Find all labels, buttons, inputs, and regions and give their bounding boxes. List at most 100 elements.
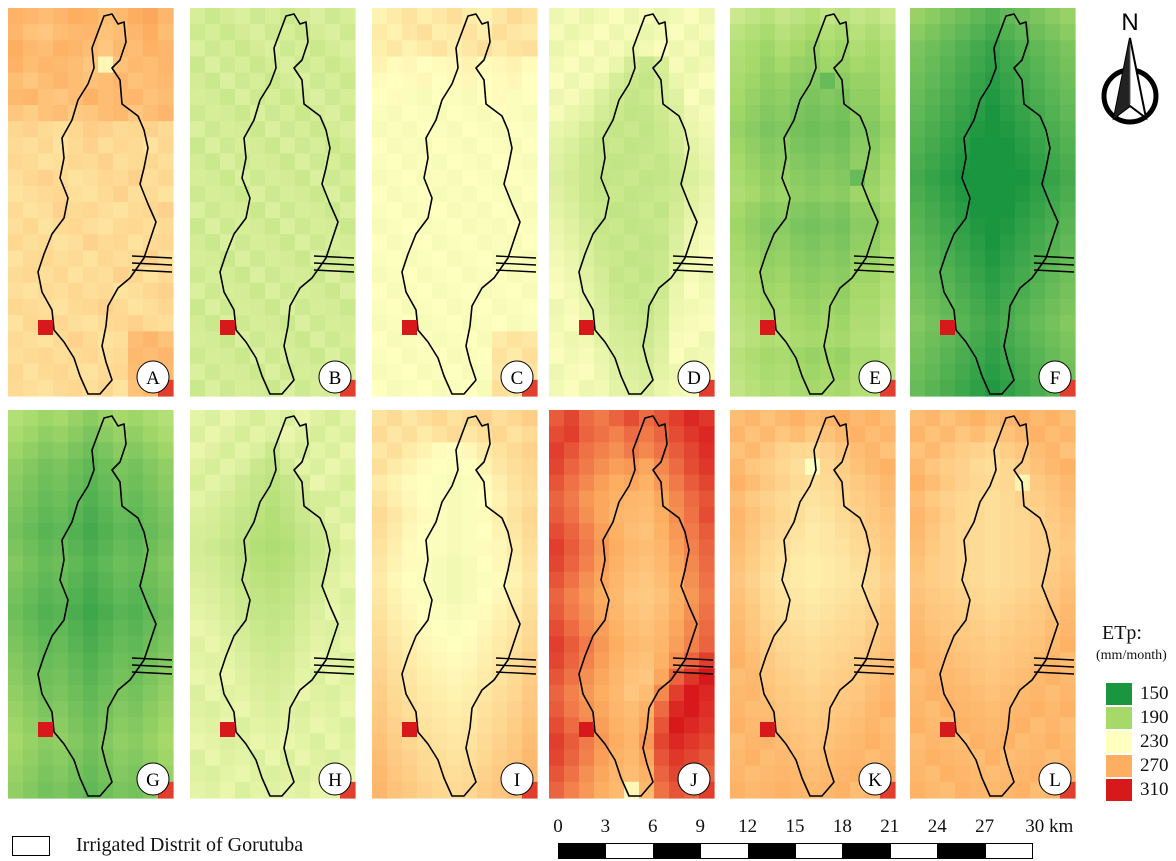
raster-cell <box>507 587 523 605</box>
raster-cell <box>98 410 114 427</box>
raster-cell <box>250 458 266 476</box>
raster-cell <box>564 185 580 203</box>
raster-cell <box>760 507 776 524</box>
raster-cell <box>730 733 746 751</box>
raster-cell <box>880 40 896 58</box>
raster-cell <box>417 749 433 767</box>
raster-cell <box>850 523 866 540</box>
raster-cell <box>372 202 388 219</box>
raster-cell <box>477 282 493 300</box>
raster-cell <box>865 137 881 155</box>
raster-cell <box>447 684 463 702</box>
raster-cell <box>1045 733 1061 751</box>
raster-cell <box>654 379 670 397</box>
raster-cell <box>850 40 866 58</box>
raster-cell <box>549 218 565 235</box>
raster-cell <box>23 234 39 252</box>
raster-cell <box>1045 169 1061 187</box>
raster-cell <box>910 555 926 573</box>
raster-cell <box>23 490 39 508</box>
raster-cell <box>579 169 595 187</box>
raster-cell <box>775 684 791 702</box>
raster-cell <box>387 379 403 397</box>
raster-cell <box>477 250 493 268</box>
raster-cell <box>235 363 251 381</box>
raster-cell <box>205 733 221 751</box>
map-panel-l: L <box>910 410 1076 799</box>
raster-cell <box>143 587 159 605</box>
raster-cell <box>310 490 326 508</box>
raster-cell <box>68 620 84 637</box>
raster-cell <box>402 652 418 670</box>
raster-cell <box>925 299 941 316</box>
raster-cell <box>985 185 1001 203</box>
raster-cell <box>910 169 926 187</box>
raster-cell <box>985 765 1001 783</box>
panel-label: I <box>514 770 520 791</box>
raster-cell <box>402 72 418 90</box>
map-panel-b: B <box>190 8 356 397</box>
raster-cell <box>295 458 311 476</box>
raster-cell <box>220 539 236 557</box>
raster-cell <box>402 169 418 187</box>
raster-cell <box>68 701 84 718</box>
raster-cell <box>609 717 625 734</box>
raster-cell <box>880 202 896 219</box>
raster-cell <box>98 363 114 381</box>
raster-cell <box>1015 153 1031 171</box>
raster-cell <box>760 72 776 90</box>
raster-cell <box>564 218 580 235</box>
raster-cell <box>280 507 296 524</box>
raster-cell <box>1015 379 1031 397</box>
raster-cell <box>760 40 776 58</box>
raster-cell <box>594 781 610 799</box>
raster-cell <box>790 636 806 654</box>
raster-cell <box>477 169 493 187</box>
raster-cell <box>594 458 610 476</box>
raster-cell <box>910 250 926 268</box>
raster-cell <box>730 539 746 557</box>
raster-cell <box>265 282 281 300</box>
raster-cell <box>835 458 851 476</box>
raster-cell <box>549 250 565 268</box>
raster-cell <box>1000 331 1016 349</box>
raster-cell <box>113 652 129 670</box>
raster-cell <box>387 587 403 605</box>
raster-cell <box>835 299 851 316</box>
raster-cell <box>477 733 493 751</box>
raster-cell <box>8 555 24 573</box>
raster-cell <box>970 410 986 427</box>
raster-cell <box>1015 299 1031 316</box>
raster-cell <box>925 604 941 621</box>
raster-cell <box>235 24 251 41</box>
raster-cell <box>775 347 791 365</box>
map-panel-f: F <box>910 8 1076 397</box>
raster-cell <box>295 331 311 349</box>
raster-cell <box>8 717 24 734</box>
raster-cell <box>865 299 881 316</box>
raster-cell <box>775 765 791 783</box>
raster-cell <box>8 765 24 783</box>
raster-cell <box>985 733 1001 751</box>
raster-cell <box>158 234 174 252</box>
raster-cell <box>699 668 715 686</box>
raster-cell <box>985 363 1001 381</box>
raster-cell <box>507 539 523 557</box>
raster-cell <box>955 652 971 670</box>
raster-cell <box>83 121 99 138</box>
raster-cell <box>1030 250 1046 268</box>
raster-cell <box>492 331 508 349</box>
raster-cell <box>835 749 851 767</box>
raster-cell <box>205 40 221 58</box>
raster-cell <box>53 668 69 686</box>
raster-cell <box>462 474 478 492</box>
raster-cell <box>790 684 806 702</box>
raster-cell <box>970 299 986 316</box>
raster-cell <box>250 490 266 508</box>
raster-cell <box>340 668 356 686</box>
raster-cell <box>1000 282 1016 300</box>
raster-cell <box>205 8 221 25</box>
raster-cell <box>462 250 478 268</box>
raster-cell <box>549 282 565 300</box>
raster-cell <box>549 202 565 219</box>
